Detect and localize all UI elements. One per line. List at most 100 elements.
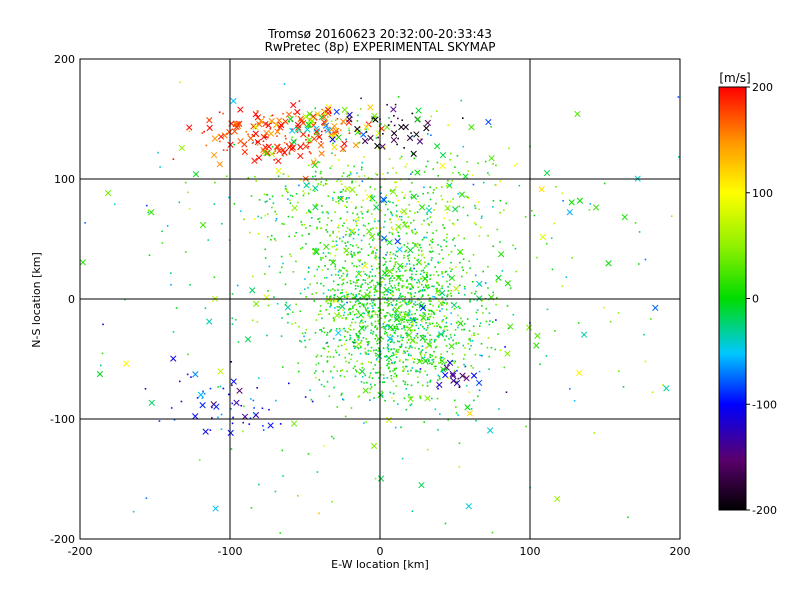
point-cross xyxy=(255,154,263,161)
point-dot xyxy=(377,310,380,312)
point-dot xyxy=(386,208,389,211)
point-cross xyxy=(440,366,447,373)
point-dot xyxy=(424,370,426,373)
point-dot xyxy=(447,293,449,296)
point-dot xyxy=(468,329,471,332)
point-dot xyxy=(362,336,365,339)
point-dot xyxy=(267,290,269,292)
point-dot xyxy=(377,297,380,299)
point-dot xyxy=(419,323,422,326)
point-dot xyxy=(355,222,358,224)
point-dot xyxy=(326,231,329,233)
point-dot xyxy=(457,342,460,344)
point-dot xyxy=(374,188,376,191)
point-dot xyxy=(398,340,401,343)
point-dot xyxy=(161,242,164,244)
point-dot xyxy=(170,283,172,286)
point-cross xyxy=(331,144,338,151)
point-dot xyxy=(372,330,375,333)
point-dot xyxy=(433,325,436,327)
point-dot xyxy=(386,290,388,292)
point-dot xyxy=(170,407,173,409)
point-dot xyxy=(437,274,440,277)
point-dot xyxy=(442,318,445,321)
point-dot xyxy=(471,334,473,337)
colorbar-unit-label: [m/s] xyxy=(719,71,750,85)
point-dot xyxy=(291,195,294,197)
point-dot xyxy=(418,280,421,283)
point-dot xyxy=(450,295,453,297)
point-dot xyxy=(417,254,420,257)
point-dot xyxy=(423,313,426,315)
point-dot xyxy=(396,326,399,328)
point-dot xyxy=(361,283,363,286)
point-dot xyxy=(463,293,466,296)
point-dot xyxy=(317,161,319,163)
point-cross xyxy=(605,260,612,267)
point-dot xyxy=(474,204,476,207)
point-cross xyxy=(260,133,268,141)
point-dot xyxy=(275,217,278,220)
point-dot xyxy=(431,238,434,241)
point-dot xyxy=(358,270,360,273)
point-dot xyxy=(316,268,319,271)
point-dot xyxy=(426,217,429,220)
point-dot xyxy=(360,166,363,169)
point-dot xyxy=(411,306,414,308)
point-dot xyxy=(381,390,383,393)
point-dot xyxy=(427,342,429,345)
point-dot xyxy=(289,199,291,202)
point-dot xyxy=(465,384,468,387)
point-dot xyxy=(363,175,366,177)
point-dot xyxy=(437,175,440,177)
point-cross xyxy=(394,238,401,245)
point-dot xyxy=(514,247,517,250)
point-dot xyxy=(355,295,358,298)
point-dot xyxy=(412,286,414,289)
point-dot xyxy=(257,232,260,235)
point-dot xyxy=(442,332,445,335)
point-dot xyxy=(389,391,392,394)
point-dot xyxy=(361,366,364,369)
point-dot xyxy=(400,343,403,346)
point-dot xyxy=(416,318,419,321)
point-dot xyxy=(428,359,430,361)
point-dot xyxy=(366,211,369,213)
point-dot xyxy=(275,213,278,216)
point-dot xyxy=(394,181,396,184)
point-dot xyxy=(380,276,383,279)
point-dot xyxy=(329,305,331,308)
point-dot xyxy=(204,307,207,310)
point-dot xyxy=(270,115,272,117)
point-dot xyxy=(368,376,371,379)
point-dot xyxy=(330,219,333,222)
point-dot xyxy=(375,227,378,229)
point-dot xyxy=(411,285,414,288)
point-dot xyxy=(388,282,391,285)
point-dot xyxy=(267,304,270,307)
point-dot xyxy=(348,174,351,177)
point-dot xyxy=(264,136,267,138)
point-dot xyxy=(349,313,352,315)
point-dot xyxy=(392,299,395,302)
point-dot xyxy=(488,368,490,370)
point-dot xyxy=(481,305,483,307)
point-dot xyxy=(301,234,304,237)
point-dot xyxy=(352,328,355,331)
point-cross xyxy=(273,143,281,150)
point-cross xyxy=(263,150,270,157)
point-dot xyxy=(406,383,409,386)
point-dot xyxy=(375,354,377,357)
point-dot xyxy=(378,354,380,356)
point-dot xyxy=(471,340,474,342)
point-dot xyxy=(454,166,456,168)
point-dot xyxy=(331,165,333,167)
point-cross xyxy=(362,387,369,394)
point-dot xyxy=(419,289,422,292)
point-dot xyxy=(399,323,402,325)
point-dot xyxy=(220,428,223,431)
point-dot xyxy=(422,314,425,317)
point-cross xyxy=(380,196,388,204)
point-dot xyxy=(280,255,283,258)
point-dot xyxy=(593,432,596,434)
